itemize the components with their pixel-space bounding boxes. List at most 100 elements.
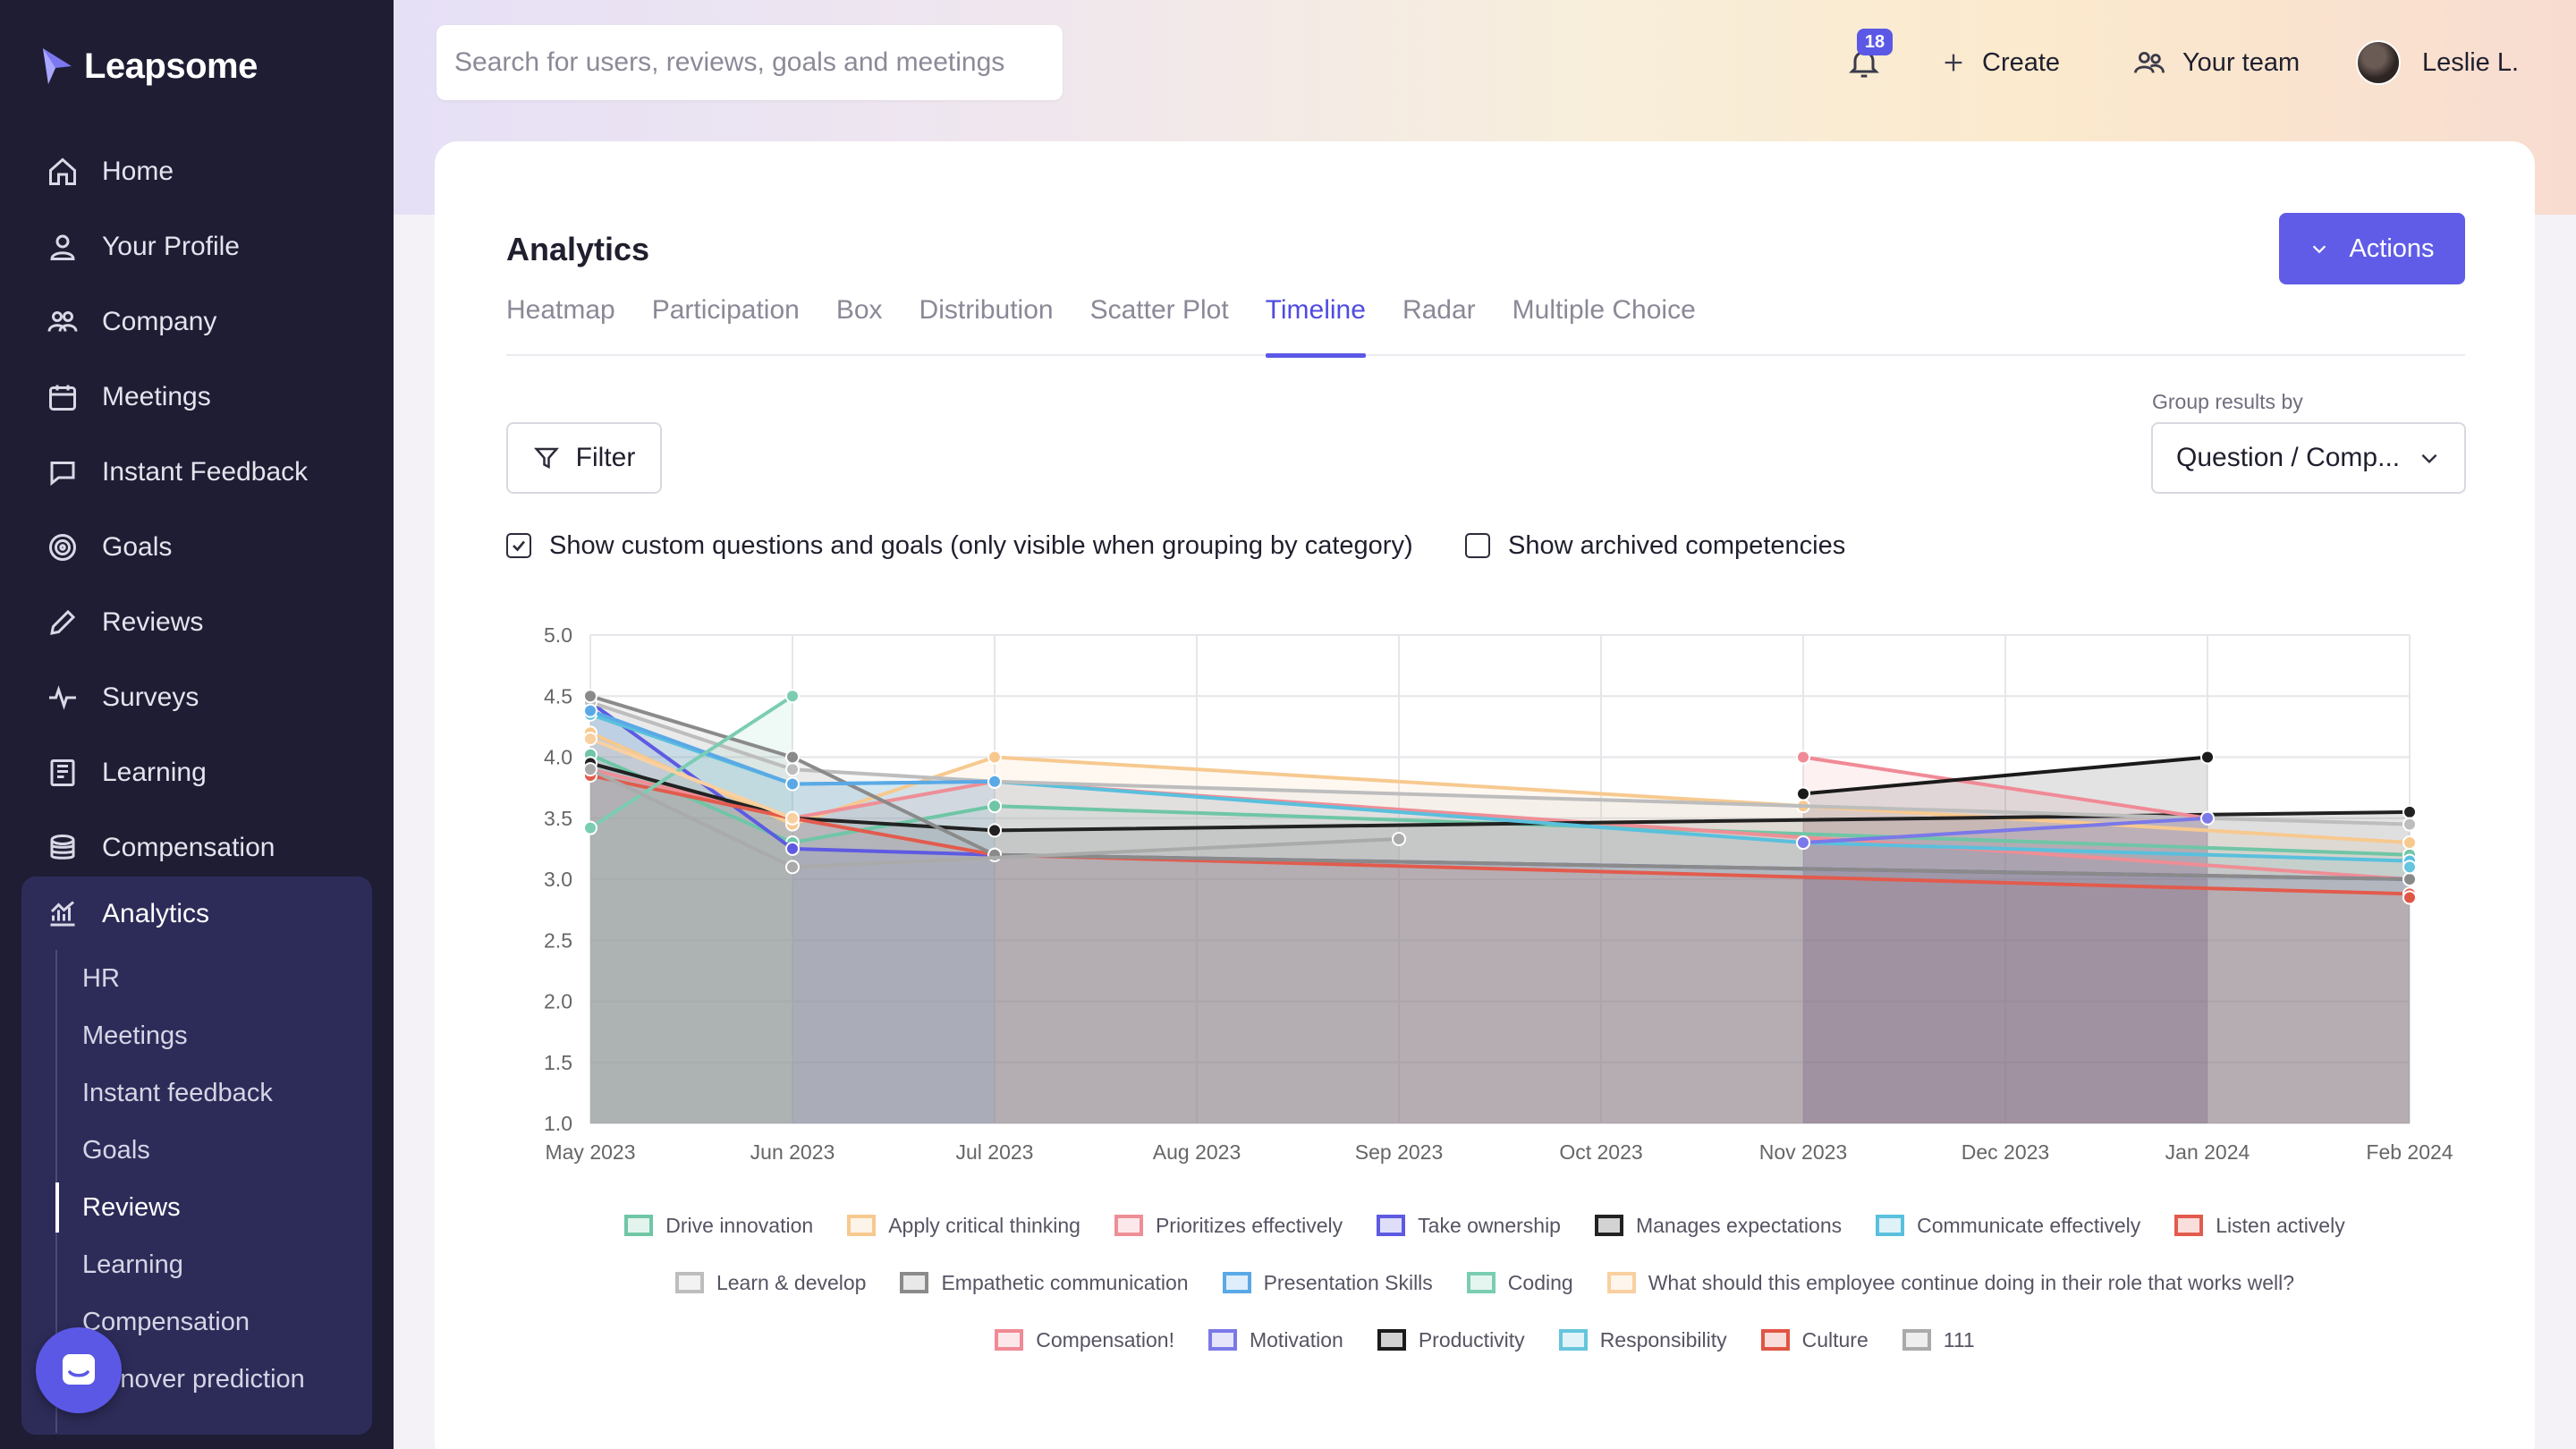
data-point (583, 762, 597, 777)
legend-row: Drive innovation Apply critical thinking P… (435, 1197, 2535, 1254)
legend-swatch (624, 1215, 654, 1236)
subnav-item-learning[interactable]: Learning (82, 1250, 183, 1279)
show-custom-questions-toggle[interactable]: Show custom questions and goals (only vi… (506, 528, 1413, 564)
series-area-8 (590, 696, 2410, 1123)
series-area-12 (1803, 757, 2207, 1123)
legend-item[interactable]: What should this employee continue doing… (1606, 1271, 2294, 1295)
global-search-input[interactable]: Search for users, reviews, goals and mee… (436, 25, 1063, 100)
data-point (987, 750, 1002, 765)
legend-item[interactable]: Manages expectations (1594, 1213, 1843, 1238)
sidebar-item-your-profile[interactable]: Your Profile (0, 209, 394, 284)
data-point (987, 799, 1002, 814)
subnav-item-reviews[interactable]: Reviews (55, 1179, 360, 1236)
tab-participation[interactable]: Participation (651, 295, 800, 325)
data-point (583, 703, 597, 718)
data-point (785, 860, 800, 875)
x-tick-label: May 2023 (545, 1140, 635, 1164)
legend-item[interactable]: Empathetic communication (900, 1271, 1189, 1295)
show-archived-checkbox[interactable] (1465, 533, 1490, 558)
actions-button[interactable]: Actions (2279, 213, 2465, 284)
legend-item[interactable]: Coding (1466, 1271, 1573, 1295)
calendar-icon (49, 385, 76, 411)
sidebar-item-home[interactable]: Home (0, 134, 394, 209)
show-archived-toggle[interactable]: Show archived competencies (1465, 528, 1845, 564)
series-line-14 (1802, 755, 2208, 796)
sidebar-item-goals[interactable]: Goals (0, 510, 394, 585)
legend-item[interactable]: Communicate effectively (1876, 1214, 2140, 1238)
legend-item[interactable]: Motivation (1208, 1328, 1343, 1352)
data-point (2402, 835, 2417, 851)
sidebar-item-company[interactable]: Company (0, 284, 394, 360)
tab-multiple-choice[interactable]: Multiple Choice (1512, 295, 1696, 325)
your-team-button[interactable]: Your team (2132, 36, 2300, 89)
legend-item[interactable]: Learn & develop (674, 1271, 866, 1295)
sidebar-item-meetings[interactable]: Meetings (0, 360, 394, 435)
subnav-item-goals[interactable]: Goals (82, 1135, 150, 1165)
series-line-8 (589, 694, 2411, 881)
show-custom-checkbox[interactable] (506, 533, 531, 558)
sidebar-item-instant-feedback[interactable]: Instant Feedback (0, 435, 394, 510)
data-point (785, 750, 800, 765)
subnav-item-hr[interactable]: HR (82, 963, 120, 993)
filter-button[interactable]: Filter (506, 422, 662, 494)
sidebar-item-learning[interactable]: Learning (0, 735, 394, 810)
legend-item[interactable]: 111 (1902, 1328, 1975, 1352)
leapsome-logo-icon (43, 48, 72, 84)
sidebar-item-compensation[interactable]: Compensation (0, 810, 394, 886)
legend-swatch (1114, 1215, 1143, 1236)
user-name: Leslie L. (2422, 47, 2520, 77)
legend-swatch (1222, 1272, 1251, 1293)
tab-heatmap[interactable]: Heatmap (506, 295, 615, 325)
data-point (987, 774, 1002, 789)
sidebar-item-reviews[interactable]: Reviews (0, 585, 394, 660)
tab-radar[interactable]: Radar (1402, 295, 1476, 325)
group-by-select[interactable]: Question / Comp... (2151, 422, 2466, 494)
x-tick-label: Sep 2023 (1355, 1140, 1443, 1164)
legend-row: Learn & develop Empathetic communication P… (435, 1254, 2535, 1311)
user-menu[interactable]: Leslie L. (2356, 36, 2519, 89)
tab-distribution[interactable]: Distribution (919, 295, 1054, 325)
subnav-item-compensation[interactable]: Compensation (82, 1307, 250, 1336)
users-icon (47, 311, 78, 332)
chevron-down-icon (2421, 453, 2437, 464)
legend-item[interactable]: Culture (1760, 1328, 1868, 1352)
series-line-10 (589, 694, 794, 830)
data-point (2402, 804, 2417, 819)
subnav-item-meetings[interactable]: Meetings (82, 1021, 188, 1050)
team-icon (2134, 51, 2165, 73)
series-area-3 (590, 702, 2410, 1123)
data-point (2200, 750, 2215, 765)
tab-timeline[interactable]: Timeline (1265, 295, 1367, 358)
tab-box[interactable]: Box (835, 295, 883, 325)
data-point (2402, 817, 2417, 832)
legend-swatch (1377, 1215, 1406, 1236)
tab-scatter-plot[interactable]: Scatter Plot (1089, 295, 1229, 325)
legend-item[interactable]: Take ownership (1377, 1214, 1561, 1238)
x-tick-label: Dec 2023 (1962, 1140, 2049, 1164)
support-chat-button[interactable] (36, 1327, 122, 1413)
subnav-item-instant-feedback[interactable]: Instant feedback (82, 1078, 273, 1107)
legend-item[interactable]: Drive innovation (624, 1214, 813, 1238)
legend-item[interactable]: Apply critical thinking (847, 1214, 1080, 1238)
sidebar-item-surveys[interactable]: Surveys (0, 660, 394, 735)
x-tick-label: Jun 2023 (750, 1140, 835, 1164)
sidebar-item-analytics[interactable]: Analytics (21, 877, 372, 952)
legend-item[interactable]: Listen actively (2174, 1214, 2345, 1238)
legend-item[interactable]: Productivity (1377, 1328, 1525, 1352)
legend-item[interactable]: Prioritizes effectively (1114, 1214, 1343, 1238)
chevron-down-icon (2313, 245, 2326, 254)
legend-label: Manages expectations (1635, 1213, 1843, 1237)
legend-label: Productivity (1418, 1327, 1525, 1352)
legend-item[interactable]: Compensation! (995, 1328, 1174, 1352)
x-tick-label: Aug 2023 (1153, 1140, 1241, 1164)
create-button[interactable]: Create (1941, 36, 2060, 89)
data-point (1796, 750, 1810, 765)
series-area-11 (590, 739, 792, 1123)
chat-icon (50, 462, 75, 487)
legend-swatch (1760, 1329, 1790, 1351)
legend-swatch (1876, 1215, 1905, 1236)
brand-logo[interactable]: Leapsome (39, 43, 258, 89)
legend-item[interactable]: Responsibility (1558, 1328, 1727, 1352)
target-icon (49, 534, 76, 561)
legend-item[interactable]: Presentation Skills (1222, 1271, 1433, 1295)
